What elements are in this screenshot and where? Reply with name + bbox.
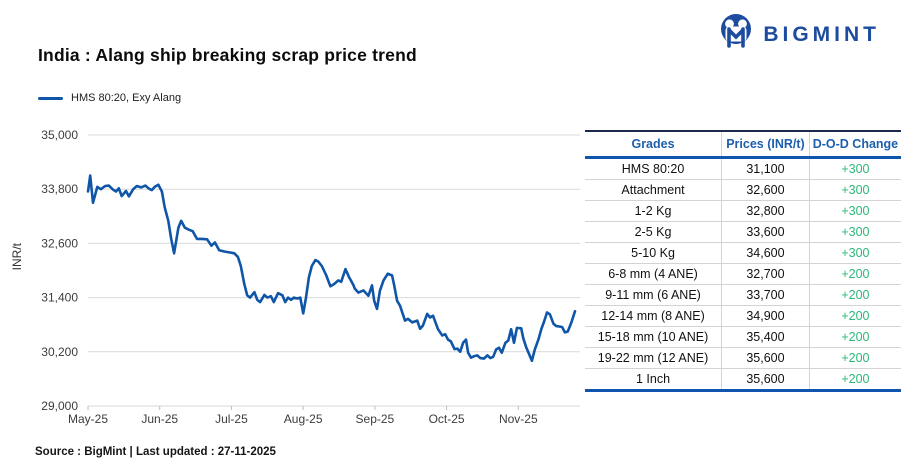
column-header-change: D-O-D Change bbox=[809, 130, 901, 159]
y-tick-label: 29,000 bbox=[41, 399, 78, 413]
price-cell: 34,900 bbox=[721, 305, 810, 327]
table-row: 5-10 Kg 34,600 +300 bbox=[585, 242, 901, 264]
price-cell: 35,600 bbox=[721, 368, 810, 391]
table-row: 6-8 mm (4 ANE) 32,700 +200 bbox=[585, 263, 901, 285]
grade-cell: 2-5 Kg bbox=[585, 221, 723, 243]
table-row: 9-11 mm (6 ANE) 33,700 +200 bbox=[585, 284, 901, 306]
price-cell: 35,400 bbox=[721, 326, 810, 348]
legend-label: HMS 80:20, Exy Alang bbox=[71, 92, 182, 104]
price-cell: 33,700 bbox=[721, 284, 810, 306]
change-cell: +300 bbox=[809, 157, 901, 180]
price-trend-chart: 35,000 33,800 32,600 31,400 30,200 29,000 May-… bbox=[0, 125, 582, 438]
y-tick-label: 35,000 bbox=[41, 128, 78, 142]
y-tick-label: 30,200 bbox=[41, 345, 78, 359]
grade-cell: 1-2 Kg bbox=[585, 200, 723, 222]
bigmint-logo-icon bbox=[718, 13, 754, 56]
table-row: 1-2 Kg 32,800 +300 bbox=[585, 200, 901, 222]
table-row: HMS 80:20 31,100 +300 bbox=[585, 157, 901, 180]
table-row: 19-22 mm (12 ANE) 35,600 +200 bbox=[585, 347, 901, 369]
grade-cell: 5-10 Kg bbox=[585, 242, 723, 264]
column-header-grades: Grades bbox=[585, 130, 723, 159]
table-row: 12-14 mm (8 ANE) 34,900 +200 bbox=[585, 305, 901, 327]
grade-cell: 19-22 mm (12 ANE) bbox=[585, 347, 723, 369]
change-cell: +200 bbox=[809, 305, 901, 327]
grade-cell: 15-18 mm (10 ANE) bbox=[585, 326, 723, 348]
price-cell: 35,600 bbox=[721, 347, 810, 369]
price-cell: 34,600 bbox=[721, 242, 810, 264]
change-cell: +300 bbox=[809, 200, 901, 222]
y-tick-label: 33,800 bbox=[41, 182, 78, 196]
price-cell: 32,800 bbox=[721, 200, 810, 222]
x-tick-label: Nov-25 bbox=[499, 412, 538, 426]
table-row: 2-5 Kg 33,600 +300 bbox=[585, 221, 901, 243]
x-tick-label: Jul-25 bbox=[215, 412, 248, 426]
prices-table-header: Grades Prices (INR/t) D-O-D Change bbox=[585, 130, 901, 159]
change-cell: +200 bbox=[809, 263, 901, 285]
y-tick-label: 32,600 bbox=[41, 236, 78, 250]
x-tick-label: May-25 bbox=[68, 412, 108, 426]
grade-cell: Attachment bbox=[585, 179, 723, 201]
price-cell: 32,700 bbox=[721, 263, 810, 285]
legend-line-swatch bbox=[38, 96, 63, 100]
change-cell: +200 bbox=[809, 284, 901, 306]
grade-cell: 1 Inch bbox=[585, 368, 723, 391]
page-title: India : Alang ship breaking scrap price … bbox=[38, 45, 417, 65]
table-row: 15-18 mm (10 ANE) 35,400 +200 bbox=[585, 326, 901, 348]
grade-cell: HMS 80:20 bbox=[585, 157, 723, 180]
source-note: Source : BigMint | Last updated : 27-11-… bbox=[35, 446, 276, 458]
table-row: 1 Inch 35,600 +200 bbox=[585, 368, 901, 391]
grade-cell: 6-8 mm (4 ANE) bbox=[585, 263, 723, 285]
chart-legend: HMS 80:20, Exy Alang bbox=[38, 92, 181, 104]
x-tick-label: Oct-25 bbox=[429, 412, 465, 426]
change-cell: +200 bbox=[809, 326, 901, 348]
trend-line-chart-svg: 35,000 33,800 32,600 31,400 30,200 29,000May-… bbox=[41, 128, 580, 426]
change-cell: +300 bbox=[809, 242, 901, 264]
y-tick-label: 31,400 bbox=[41, 291, 78, 305]
price-cell: 32,600 bbox=[721, 179, 810, 201]
x-tick-label: Aug-25 bbox=[284, 412, 323, 426]
change-cell: +300 bbox=[809, 179, 901, 201]
change-cell: +300 bbox=[809, 221, 901, 243]
x-tick-label: Sep-25 bbox=[356, 412, 395, 426]
y-axis-title: INR/t bbox=[10, 243, 24, 271]
x-tick-label: Jun-25 bbox=[141, 412, 178, 426]
grade-cell: 9-11 mm (6 ANE) bbox=[585, 284, 723, 306]
change-cell: +200 bbox=[809, 347, 901, 369]
price-cell: 33,600 bbox=[721, 221, 810, 243]
price-trend-line bbox=[86, 174, 577, 363]
table-row: Attachment 32,600 +300 bbox=[585, 179, 901, 201]
bigmint-logo: BIGMINT bbox=[718, 13, 880, 56]
grade-cell: 12-14 mm (8 ANE) bbox=[585, 305, 723, 327]
price-cell: 31,100 bbox=[721, 157, 810, 180]
column-header-prices: Prices (INR/t) bbox=[721, 130, 810, 159]
bigmint-logo-text: BIGMINT bbox=[763, 22, 880, 46]
prices-table: Grades Prices (INR/t) D-O-D Change HMS 8… bbox=[585, 130, 901, 392]
change-cell: +200 bbox=[809, 368, 901, 391]
